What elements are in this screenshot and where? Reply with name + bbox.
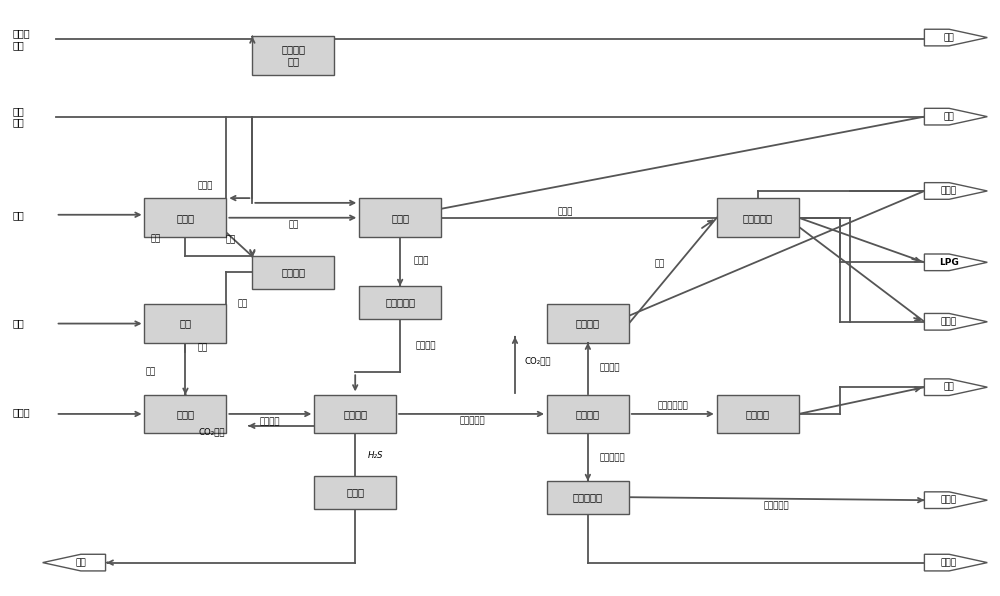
Text: 空分: 空分 — [179, 319, 191, 328]
Text: 装饰墙板
加工: 装饰墙板 加工 — [281, 45, 305, 66]
Text: 净化合成气: 净化合成气 — [459, 417, 485, 426]
Polygon shape — [924, 379, 987, 396]
Text: 焦炉气: 焦炉气 — [413, 257, 428, 266]
Text: 蒸汽: 蒸汽 — [238, 299, 248, 309]
Text: 煤焦油加氢: 煤焦油加氢 — [743, 213, 773, 223]
Text: 硫回收: 硫回收 — [346, 488, 364, 498]
Text: 煤泥: 煤泥 — [225, 235, 236, 244]
Text: 煤洗选: 煤洗选 — [176, 213, 194, 223]
Text: 中煤: 中煤 — [150, 234, 160, 243]
Polygon shape — [924, 313, 987, 330]
FancyBboxPatch shape — [252, 256, 334, 289]
FancyBboxPatch shape — [717, 395, 799, 433]
Text: 费托合成水: 费托合成水 — [600, 453, 625, 462]
FancyBboxPatch shape — [547, 395, 629, 433]
FancyBboxPatch shape — [144, 395, 226, 433]
Text: 费托合成: 费托合成 — [576, 409, 600, 419]
Text: 气煤
焦煤: 气煤 焦煤 — [13, 106, 24, 128]
Text: 氢气: 氢气 — [655, 259, 665, 268]
Text: 空气: 空气 — [13, 319, 24, 328]
Text: 煤矸石: 煤矸石 — [198, 182, 213, 191]
FancyBboxPatch shape — [359, 198, 441, 237]
Text: 煤焦油: 煤焦油 — [557, 207, 573, 216]
Text: 尾气处理: 尾气处理 — [576, 319, 600, 328]
Polygon shape — [924, 108, 987, 125]
Text: 变换净化: 变换净化 — [343, 409, 367, 419]
Text: CO₂排放: CO₂排放 — [199, 427, 225, 436]
Polygon shape — [924, 182, 987, 199]
Text: 氧气: 氧气 — [145, 368, 155, 377]
Text: 焦煤: 焦煤 — [13, 210, 24, 220]
Text: 石灰石
长石: 石灰石 长石 — [13, 29, 30, 50]
FancyBboxPatch shape — [359, 286, 441, 318]
FancyBboxPatch shape — [717, 198, 799, 237]
FancyBboxPatch shape — [547, 304, 629, 343]
Text: 蒸汽锅炉: 蒸汽锅炉 — [281, 268, 305, 277]
Text: 气化煤: 气化煤 — [13, 407, 30, 417]
Text: 粗合成气: 粗合成气 — [260, 417, 281, 426]
Polygon shape — [924, 492, 987, 508]
Text: 氮气: 氮气 — [197, 343, 208, 352]
FancyBboxPatch shape — [144, 198, 226, 237]
Text: 化学品: 化学品 — [941, 496, 957, 505]
Text: 合成水处理: 合成水处理 — [573, 492, 603, 502]
Text: H₂S: H₂S — [368, 451, 384, 460]
Text: 工艺水: 工艺水 — [941, 558, 957, 567]
FancyBboxPatch shape — [252, 36, 334, 74]
Text: 煤气化: 煤气化 — [176, 409, 194, 419]
Text: 精煤: 精煤 — [288, 221, 298, 229]
Text: 含氧有机物: 含氧有机物 — [764, 502, 789, 511]
Text: 焦炭: 焦炭 — [944, 112, 954, 121]
Polygon shape — [924, 554, 987, 571]
Text: 油品加工: 油品加工 — [746, 409, 770, 419]
Polygon shape — [924, 254, 987, 271]
FancyBboxPatch shape — [144, 304, 226, 343]
Text: 石脑油: 石脑油 — [941, 317, 957, 326]
Text: 焦炉气转化: 焦炉气转化 — [385, 297, 415, 307]
Text: 煤焦化: 煤焦化 — [391, 213, 409, 223]
Polygon shape — [43, 554, 106, 571]
Text: 柴油: 柴油 — [944, 383, 954, 392]
FancyBboxPatch shape — [547, 481, 629, 514]
Text: 费托中间油品: 费托中间油品 — [657, 402, 688, 411]
Polygon shape — [924, 29, 987, 46]
Text: 费托尾气: 费托尾气 — [600, 364, 620, 372]
Text: 粗合成气: 粗合成气 — [415, 341, 436, 350]
Text: LPG: LPG — [939, 258, 959, 267]
FancyBboxPatch shape — [314, 395, 396, 433]
Text: 硫磺: 硫磺 — [76, 558, 86, 567]
Text: CO₂排放: CO₂排放 — [525, 356, 551, 365]
Text: 墙板: 墙板 — [944, 33, 954, 42]
Text: 燃料气: 燃料气 — [941, 187, 957, 195]
FancyBboxPatch shape — [314, 476, 396, 509]
